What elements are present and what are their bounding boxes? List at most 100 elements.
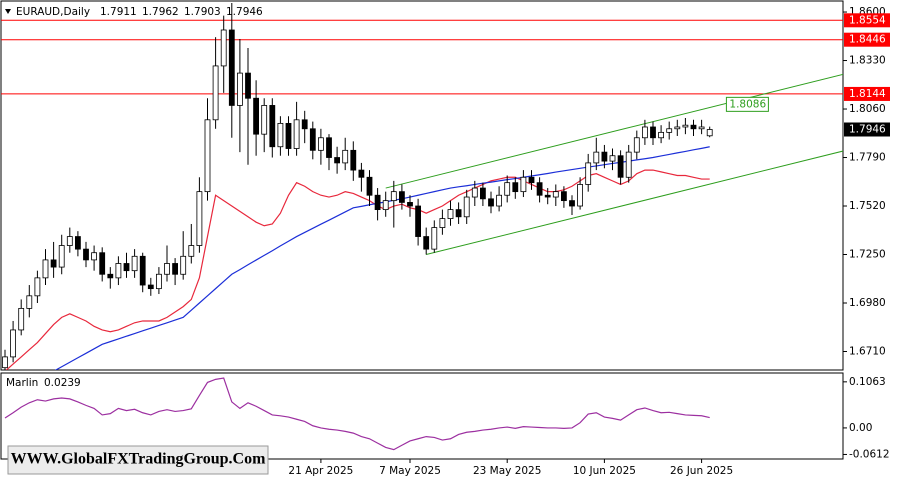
candle-body	[334, 157, 341, 164]
candle-body	[585, 162, 592, 185]
candle-body	[58, 245, 65, 268]
indicator-line	[4, 377, 710, 451]
candle-body	[75, 236, 81, 250]
price-label: 1.7946	[849, 124, 886, 136]
candle-body	[447, 209, 454, 219]
channel-label-box	[725, 96, 769, 112]
level-label: 1.8144	[849, 88, 886, 100]
candle-body	[18, 307, 25, 331]
sub-plot	[4, 377, 710, 451]
y-tick-label: 1.6710	[849, 346, 886, 358]
candle-body	[674, 126, 681, 130]
candle-body	[544, 194, 551, 198]
candle-body	[269, 105, 276, 148]
candle-body	[609, 155, 616, 162]
candle-body	[107, 273, 114, 279]
x-tick-label: 7 May 2025	[379, 465, 441, 477]
candle-body	[155, 273, 162, 290]
candle-body	[293, 119, 300, 149]
candle-body	[212, 65, 219, 121]
candle-body	[172, 263, 179, 275]
candle-body	[253, 97, 260, 135]
candle-body	[204, 119, 211, 193]
candle-body	[658, 131, 664, 139]
level-label: 1.8446	[849, 34, 886, 46]
candle-body	[577, 184, 583, 207]
candle-body	[34, 277, 41, 297]
candle-body	[245, 72, 251, 99]
x-tick-label: 21 Apr 2025	[288, 465, 353, 477]
candle-body	[115, 263, 122, 279]
candle-body	[301, 119, 308, 130]
candle-body	[374, 194, 381, 211]
candle-body	[2, 356, 8, 369]
candle-body	[690, 124, 697, 130]
candle-body	[139, 255, 146, 286]
overlay: EURAUD,Daily 1.7911 1.7962 1.7903 1.7946…	[5, 6, 890, 477]
candle-body	[26, 295, 33, 309]
trendline	[426, 150, 843, 255]
candle-body	[131, 255, 138, 272]
candle-body	[91, 252, 97, 261]
candle-body	[350, 149, 357, 171]
x-tick-label: 26 Jun 2025	[670, 465, 733, 477]
x-tick-label: 23 May 2025	[473, 465, 541, 477]
candle-body	[261, 105, 268, 135]
y-tick-label: 0.00	[849, 422, 872, 434]
candle-body	[439, 218, 446, 228]
level-label-box	[844, 86, 890, 101]
y-tick-label: 1.7790	[849, 152, 886, 164]
candle-body	[496, 194, 503, 207]
watermark: WWW.GlobalFXTradingGroup.Com	[11, 451, 267, 468]
candle-body	[617, 155, 624, 178]
candle-body	[561, 191, 567, 202]
channel-label: 1.8086	[729, 98, 766, 110]
candle-body	[512, 182, 519, 193]
candle-body	[164, 263, 170, 275]
y-tick-label: 1.8060	[849, 103, 886, 115]
main-frame	[0, 0, 844, 371]
candle-body	[317, 137, 324, 151]
header-close: 1.7946	[226, 6, 263, 18]
candle-body	[366, 176, 373, 196]
header-open: 1.7911	[100, 6, 137, 18]
candle-body	[358, 169, 365, 178]
candle-body	[390, 191, 397, 202]
candle-body	[285, 122, 292, 149]
indicator-title: Marlin	[6, 377, 38, 389]
watermark-box	[7, 445, 269, 475]
candle-body	[488, 198, 494, 207]
header-icon	[5, 9, 11, 14]
trendline	[385, 73, 843, 189]
price-box	[844, 122, 890, 137]
y-tick-label: 1.7250	[849, 249, 886, 261]
candle-body	[431, 227, 438, 250]
candle-body	[188, 245, 195, 257]
candle-body	[123, 263, 130, 272]
candle-body	[228, 29, 235, 106]
candle-body	[463, 196, 470, 218]
candle-body	[382, 200, 389, 211]
candle-body	[99, 252, 106, 275]
candle-body	[706, 129, 713, 137]
y-tick-label: 1.8330	[849, 55, 886, 67]
candle-body	[50, 259, 57, 268]
candle-body	[471, 187, 478, 198]
x-tick-label: 10 Jun 2025	[573, 465, 636, 477]
candle-body	[309, 128, 316, 151]
candle-body	[147, 284, 154, 290]
level-label-box	[844, 32, 890, 47]
candle-body	[666, 128, 673, 133]
candle-body	[536, 182, 543, 196]
candle-body	[342, 149, 349, 164]
candle-body	[479, 187, 486, 200]
candle-body	[569, 200, 575, 207]
candle-body	[66, 236, 73, 246]
y-tick-label: 0.1063	[849, 376, 886, 388]
candle-body	[423, 236, 430, 250]
candle-body	[415, 205, 422, 237]
candle-body	[196, 191, 203, 246]
candle-body	[650, 126, 656, 139]
